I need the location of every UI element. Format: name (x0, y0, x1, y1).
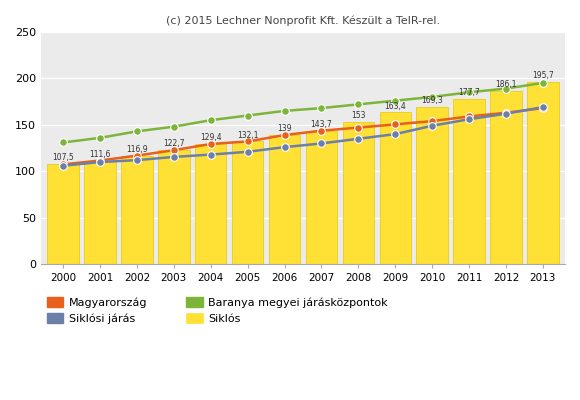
Text: 163,4: 163,4 (385, 102, 406, 110)
Text: 107,5: 107,5 (52, 154, 74, 162)
Text: 153: 153 (351, 111, 365, 120)
Text: 122,7: 122,7 (163, 139, 184, 148)
Text: 139: 139 (277, 124, 292, 133)
Legend: Magyarország, Siklósi járás, Baranya megyei járásközpontok, Siklós: Magyarország, Siklósi járás, Baranya meg… (46, 297, 388, 324)
Bar (158, 150, 190, 264)
Text: 177,7: 177,7 (458, 88, 480, 97)
Text: 186,1: 186,1 (495, 80, 517, 89)
Text: 116,9: 116,9 (126, 145, 148, 154)
Title: (c) 2015 Lechner Nonprofit Kft. Készült a TeIR-rel.: (c) 2015 Lechner Nonprofit Kft. Készült … (166, 15, 440, 26)
Bar (121, 156, 153, 264)
Bar (379, 112, 411, 264)
Bar (343, 122, 374, 264)
Text: 169,3: 169,3 (421, 96, 443, 105)
Text: 195,7: 195,7 (532, 72, 554, 80)
Bar (84, 160, 116, 264)
Bar (269, 135, 300, 264)
Text: 132,1: 132,1 (237, 131, 258, 140)
Bar (195, 144, 226, 264)
Bar (454, 99, 485, 264)
Bar (527, 82, 559, 264)
Bar (48, 164, 79, 264)
Text: 111,6: 111,6 (89, 150, 111, 159)
Text: 129,4: 129,4 (200, 133, 222, 142)
Bar (490, 91, 521, 264)
Bar (416, 107, 448, 264)
Text: 143,7: 143,7 (310, 120, 332, 129)
Bar (306, 131, 337, 264)
Bar (232, 142, 263, 264)
